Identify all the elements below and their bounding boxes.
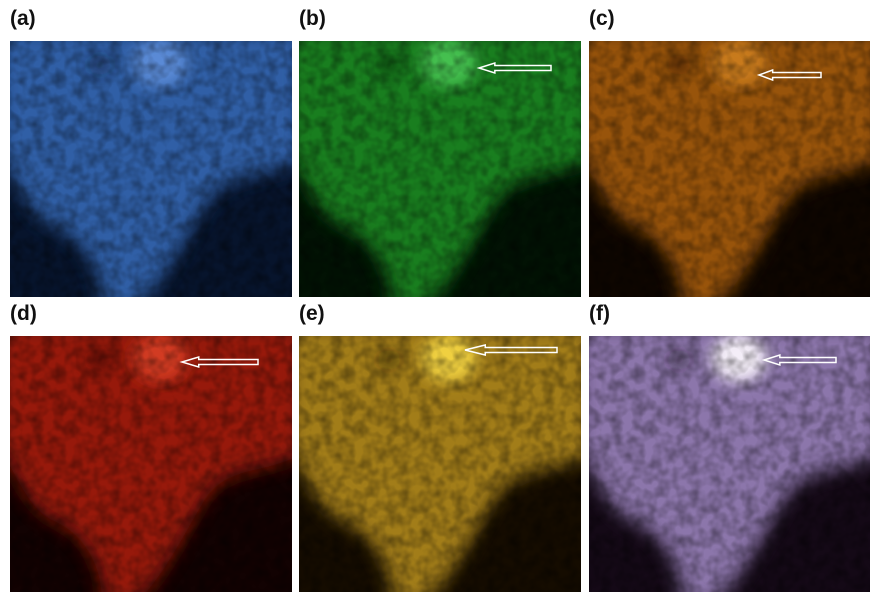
page: (a)(b)(c)(d)(e)(f) (() => { const data =… (0, 0, 870, 594)
panel-image (289, 31, 591, 307)
panel-image (579, 31, 870, 307)
image-content (0, 326, 302, 594)
texture (10, 41, 292, 297)
texture (10, 336, 292, 592)
panel-image (0, 326, 302, 594)
texture (589, 336, 870, 592)
image-content (0, 31, 302, 307)
panel-image (0, 31, 302, 307)
panel-label: (d) (10, 302, 37, 325)
panel-image (579, 326, 870, 594)
panel-image (289, 326, 591, 594)
texture (589, 41, 870, 297)
panel-label: (f) (589, 302, 610, 325)
texture (299, 41, 581, 297)
figure: (a) (b) (c) (d) (e) (f) (0, 0, 870, 594)
image-content (579, 326, 870, 594)
panel-label: (b) (299, 7, 326, 30)
panel-label: (e) (299, 302, 325, 325)
panel-label: (a) (10, 7, 36, 30)
panel-label: (c) (589, 7, 615, 30)
texture (299, 336, 581, 592)
image-content (289, 326, 591, 594)
image-content (579, 31, 870, 307)
image-content (289, 31, 591, 307)
